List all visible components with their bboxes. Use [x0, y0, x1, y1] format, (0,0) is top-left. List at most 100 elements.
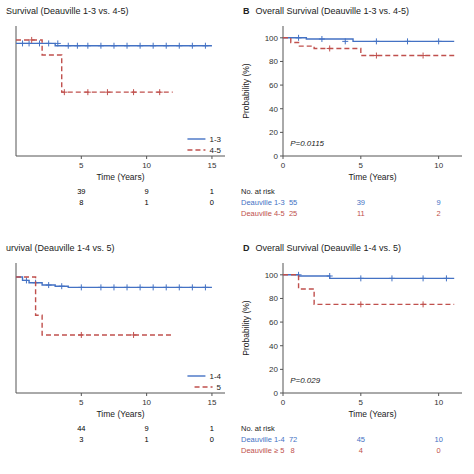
at-risk-row-label: Deauville 1-3 55 [241, 198, 297, 207]
x-axis-line [16, 393, 225, 394]
censor-mark [358, 275, 364, 281]
censor-mark [373, 38, 379, 44]
x-tick [360, 393, 361, 396]
y-tick [280, 393, 283, 394]
y-tick-label: 80 [269, 294, 278, 303]
at-risk-table: 4491310 [77, 424, 214, 444]
y-tick [280, 61, 283, 62]
y-axis-line [283, 263, 284, 393]
y-tick [280, 108, 283, 109]
x-tick [438, 156, 439, 159]
y-tick [280, 37, 283, 38]
x-tick-label: 10 [142, 161, 151, 170]
censor-mark [189, 284, 195, 290]
y-tick-label: 100 [265, 34, 279, 43]
survival-line [283, 38, 454, 42]
censor-mark [78, 284, 84, 290]
x-tick-label: 5 [79, 398, 84, 407]
y-axis-line [16, 26, 17, 156]
title-prefix: B [243, 6, 250, 16]
censor-mark [176, 284, 182, 290]
panel: B Overall Survival (Deauville 1-3 vs. 4-5… [241, 6, 462, 218]
legend-label: 5 [217, 383, 222, 392]
legend-label: 1-3 [209, 135, 221, 144]
at-risk-row-label: Deauville 4-5 25 [241, 209, 297, 218]
y-tick-label: 60 [269, 318, 278, 327]
censor-mark [23, 277, 29, 283]
survival-line [16, 40, 173, 92]
x-tick [81, 393, 82, 396]
censor-mark [104, 89, 110, 95]
y-tick-label: 40 [269, 342, 278, 351]
plot-area [16, 277, 212, 338]
x-tick-label: 5 [359, 398, 364, 407]
legend: 1-34-5 [187, 135, 221, 155]
censor-mark [420, 301, 426, 307]
at-risk-value: 45 [357, 435, 365, 444]
censor-mark [405, 38, 411, 44]
at-risk-value: 9 [437, 198, 441, 207]
y-tick [280, 369, 283, 370]
plot-area [283, 272, 454, 308]
censor-mark [420, 275, 426, 281]
survival-line [16, 277, 173, 335]
legend-label: 4-5 [209, 146, 221, 155]
y-tick [280, 156, 283, 157]
censor-mark [46, 282, 52, 288]
censor-mark [202, 43, 208, 49]
x-tick-label: 5 [79, 161, 84, 170]
at-risk-value: 10 [434, 435, 442, 444]
panel: DOverall Survival (Deauville 1-4 vs. 5)0… [241, 243, 462, 455]
x-axis-line [283, 393, 462, 394]
y-axis-line [283, 26, 284, 156]
annotation: P=0.029 [290, 376, 321, 385]
x-tick [211, 156, 212, 159]
at-risk-value: 2 [437, 209, 441, 218]
x-tick-label: 15 [207, 398, 216, 407]
y-tick [280, 274, 283, 275]
x-axis-label: Time (Years) [348, 172, 396, 182]
survival-line [283, 38, 454, 56]
y-tick-label: 20 [269, 365, 278, 374]
censor-mark [202, 284, 208, 290]
x-axis-label: Time (Years) [348, 409, 396, 419]
y-axis-label: Probability (%) [241, 300, 251, 355]
censor-mark [124, 284, 130, 290]
censor-mark [61, 89, 67, 95]
censor-mark [137, 284, 143, 290]
title-text: urvival (Deauville 1-4 vs. 5) [6, 243, 115, 253]
at-risk-value: 0 [210, 435, 214, 444]
at-risk-value: 0 [437, 446, 441, 455]
plot-area [16, 37, 212, 95]
censor-mark [436, 38, 442, 44]
x-tick-label: 0 [281, 161, 286, 170]
censor-mark [443, 275, 449, 281]
censor-mark [163, 284, 169, 290]
title-text: Overall Survival (Deauville 1-3 vs. 4-5) [256, 6, 410, 16]
at-risk-value: 4 [359, 446, 363, 455]
at-risk-value: 0 [210, 198, 214, 207]
x-tick-label: 15 [207, 161, 216, 170]
x-tick-label: 10 [434, 161, 443, 170]
censor-mark [327, 45, 333, 51]
at-risk-table: No. at riskDeauville 1-4 724510Deauville… [241, 424, 443, 455]
censor-mark [46, 40, 52, 46]
at-risk-value: 44 [77, 424, 85, 433]
censor-mark [150, 284, 156, 290]
censor-mark [74, 43, 80, 49]
y-tick-label: 40 [269, 105, 278, 114]
censor-mark [111, 43, 117, 49]
at-risk-row-label: Deauville ≥ 5 8 [241, 446, 295, 455]
x-tick-label: 0 [281, 398, 286, 407]
title-prefix: D [243, 243, 250, 253]
title: urvival (Deauville 1-4 vs. 5) [6, 243, 115, 253]
at-risk-value: 3 [79, 435, 83, 444]
title-text: Survival (Deauville 1-3 vs. 4-5) [6, 6, 129, 16]
x-tick [146, 156, 147, 159]
censor-mark [98, 43, 104, 49]
censor-mark [131, 89, 137, 95]
censor-mark [189, 43, 195, 49]
at-risk-value: 9 [145, 187, 149, 196]
at-risk-value: 39 [77, 187, 85, 196]
censor-mark [131, 332, 137, 338]
